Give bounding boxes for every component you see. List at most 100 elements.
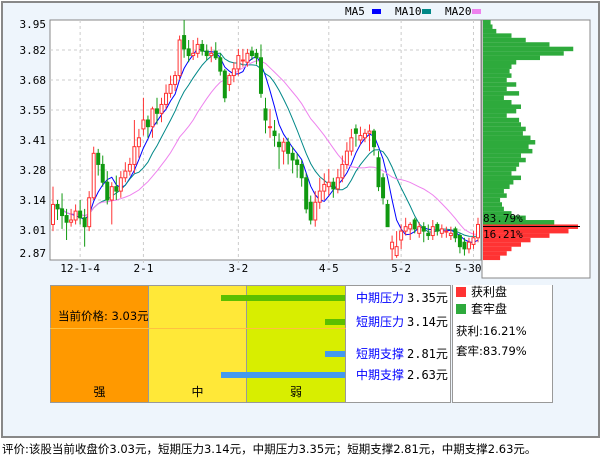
x-tick-label: 12-1-4	[60, 262, 100, 275]
resist-bar	[325, 319, 345, 325]
resist-bar	[221, 295, 345, 301]
candle-up	[173, 75, 178, 85]
candle-down	[376, 157, 381, 188]
candle-down	[114, 186, 119, 192]
level-value: 3.14元	[407, 315, 448, 329]
candle-up	[191, 52, 196, 57]
x-tick-label: 2-1	[133, 262, 153, 275]
chip-bar-trapped	[483, 175, 521, 181]
candle-down	[96, 152, 101, 165]
summary-text: 评价:该股当前收盘价3.03元，短期压力3.14元，中期压力3.35元；短期支撑…	[2, 442, 537, 456]
chip-bar-trapped	[483, 148, 533, 154]
trapped-percent-label: 83.79%	[483, 212, 523, 225]
candle-down	[272, 130, 277, 137]
chip-bar-trapped	[483, 33, 512, 38]
trapped-ratio: 套牢:83.79%	[456, 344, 527, 358]
chip-bar-trapped	[483, 153, 521, 158]
legend-ma5-swatch	[372, 9, 381, 14]
level-value: 2.81元	[407, 347, 448, 361]
candle-down	[263, 108, 268, 121]
y-tick-label: 3.28	[20, 164, 47, 177]
candle-down	[277, 141, 282, 148]
candle-up	[91, 152, 96, 199]
candle-up	[150, 108, 155, 128]
candle-up	[159, 103, 164, 114]
candle-up	[268, 126, 273, 129]
candle-down	[258, 57, 263, 94]
current-price-line	[50, 328, 346, 329]
chip-bar-trapped	[483, 37, 526, 43]
candle-down	[55, 203, 60, 210]
chip-bar-trapped	[483, 51, 564, 56]
chip-bar-trapped	[483, 131, 523, 136]
x-tick-label: 5-2	[391, 262, 411, 275]
profit-legend-label: 获利盘	[471, 285, 508, 299]
candle-down	[105, 181, 110, 201]
candle-down	[462, 241, 467, 250]
candle-up	[168, 83, 173, 94]
chip-bar-trapped	[483, 113, 507, 118]
candle-up	[281, 141, 286, 152]
candle-down	[372, 130, 377, 148]
chip-bar-trapped	[483, 211, 512, 216]
candle-up	[177, 39, 182, 77]
y-tick-label: 3.95	[20, 18, 47, 31]
y-tick-label: 3.55	[20, 104, 47, 117]
profit-percent-label: 16.21%	[483, 228, 523, 241]
chip-bar-trapped	[483, 46, 574, 52]
candle-up	[132, 146, 137, 165]
legend-ma20: MA20	[445, 5, 472, 18]
candle-up	[240, 59, 245, 62]
candle-up	[444, 230, 449, 233]
candle-up	[344, 150, 349, 165]
candle-up	[349, 137, 354, 152]
chip-bar-trapped	[483, 86, 507, 92]
y-tick-label: 2.87	[20, 247, 47, 260]
chip-bar-trapped	[483, 73, 512, 78]
y-tick-label: 3.41	[20, 134, 47, 147]
candle-down	[218, 57, 223, 72]
candle-down	[78, 210, 83, 219]
candle-down	[204, 50, 209, 57]
candle-up	[471, 237, 476, 245]
candle-down	[186, 48, 191, 57]
candle-up	[164, 92, 169, 105]
candle-up	[403, 226, 408, 232]
chip-bar-trapped	[483, 117, 520, 123]
trapped-legend-label: 套牢盘	[471, 302, 508, 316]
candle-up	[390, 241, 395, 250]
candle-up	[326, 181, 331, 188]
chip-bar-profit	[483, 228, 569, 234]
chip-bar-trapped	[483, 220, 555, 225]
legend-ma10: MA10	[395, 5, 422, 18]
candle-down	[435, 223, 440, 232]
zone-mid-label: 中	[191, 385, 204, 399]
zone-weak-label: 弱	[289, 385, 302, 399]
chip-bar-trapped	[483, 100, 512, 105]
x-tick-label: 4-5	[319, 262, 339, 275]
candle-down	[254, 52, 259, 59]
candle-down	[286, 141, 291, 154]
candle-up	[209, 52, 214, 57]
level-name: 中期压力	[356, 291, 405, 305]
candle-down	[457, 235, 462, 248]
candle-up	[73, 210, 78, 221]
level-name: 短期支撑	[356, 347, 405, 361]
candle-up	[236, 55, 241, 70]
candle-down	[290, 152, 295, 161]
candle-up	[313, 201, 318, 221]
ma10-line	[52, 52, 479, 237]
candle-down	[412, 219, 417, 230]
x-tick-label: 3-2	[228, 262, 248, 275]
candle-up	[51, 203, 55, 225]
candle-down	[381, 177, 386, 199]
chip-bar-profit	[483, 255, 501, 261]
chip-bar-trapped	[483, 144, 529, 149]
zone-strong-label: 强	[93, 385, 106, 399]
candle-down	[64, 215, 69, 223]
trapped-swatch	[456, 304, 466, 314]
candle-down	[295, 159, 300, 165]
zone-mid: 中	[148, 285, 247, 403]
legend-ma20-swatch	[472, 9, 481, 14]
candle-up	[227, 75, 232, 85]
